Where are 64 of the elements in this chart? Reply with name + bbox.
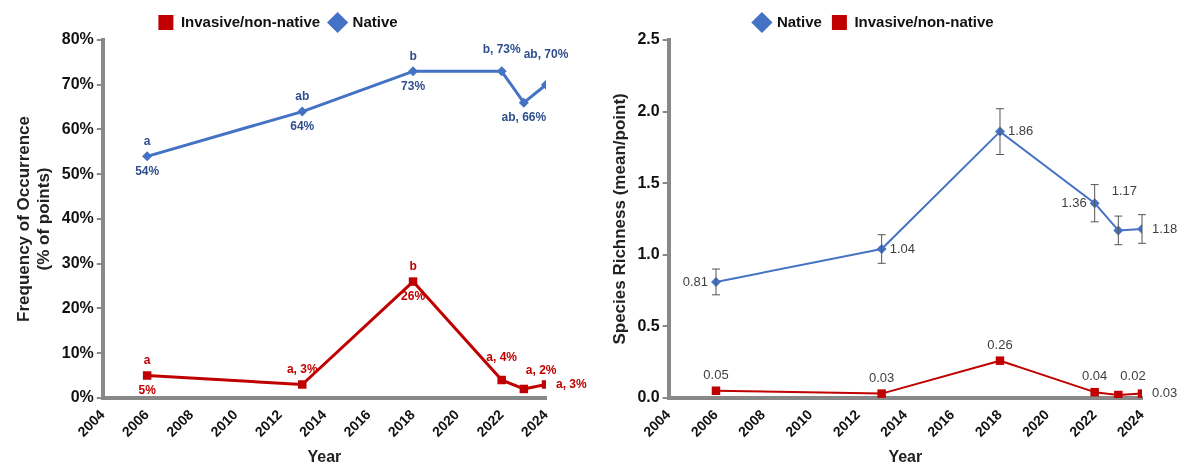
annotation: b <box>409 258 417 273</box>
data-label: 1.17 <box>1111 183 1137 199</box>
data-label: 0.02 <box>1120 368 1146 384</box>
point <box>877 389 886 398</box>
point <box>1114 390 1123 398</box>
point <box>518 97 529 108</box>
annotation: a <box>143 352 151 367</box>
data-label: 0.04 <box>1082 368 1108 384</box>
data-label: ab, 70% <box>523 47 569 62</box>
point <box>496 66 507 77</box>
annotation: b <box>409 48 417 63</box>
y-tick-label: 1.0 <box>637 245 660 263</box>
data-label: 0.03 <box>1152 385 1178 401</box>
data-label: a, 2% <box>525 363 557 378</box>
data-label: a, 4% <box>486 350 518 365</box>
y-tick-label: 0% <box>70 388 94 406</box>
y-tick-label: 2.5 <box>637 30 660 48</box>
y-axis-title: Frequency of Occurrence (% of points) <box>13 115 54 322</box>
y-tick-label: 0.0 <box>637 388 660 406</box>
data-label: 64% <box>290 118 315 133</box>
point <box>298 380 307 389</box>
y-axis-title: Species Richness (mean/point) <box>609 93 629 345</box>
y-tick-label: 1.5 <box>637 173 660 191</box>
data-label: 0.03 <box>869 369 895 385</box>
data-label: ab, 66% <box>501 109 547 124</box>
y-tick-label: 70% <box>61 75 94 93</box>
data-label: 1.04 <box>889 240 915 256</box>
data-label: 0.05 <box>703 366 729 382</box>
data-label: b, 73% <box>482 41 522 56</box>
annotation: ab <box>295 88 310 103</box>
data-label: 0.26 <box>987 336 1013 352</box>
point <box>408 277 418 286</box>
data-label: 26% <box>401 288 426 303</box>
data-label: 1.86 <box>1007 123 1034 139</box>
legend-label: Invasive/non-native <box>854 12 994 30</box>
annotation: a <box>143 133 151 148</box>
x-axis-title: Year <box>307 447 342 465</box>
y-tick-label: 80% <box>61 30 94 48</box>
y-tick-label: 50% <box>61 164 94 182</box>
data-label: 54% <box>135 163 160 178</box>
point <box>711 386 721 395</box>
point <box>297 106 308 117</box>
y-tick-label: 10% <box>61 343 94 361</box>
y-tick-label: 2.0 <box>637 101 660 119</box>
point <box>1090 387 1099 397</box>
point <box>142 151 153 162</box>
data-label: 0.81 <box>682 273 708 289</box>
x-axis-title: Year <box>888 447 923 465</box>
y-tick-label: 0.5 <box>637 316 660 334</box>
y-tick-label: 30% <box>61 254 94 272</box>
y-tick-label: 40% <box>61 209 94 227</box>
point <box>142 371 152 380</box>
point <box>497 375 506 385</box>
data-label: 1.18 <box>1152 220 1178 236</box>
point <box>995 356 1005 365</box>
legend-label: Native <box>776 12 822 30</box>
data-label: 73% <box>401 78 426 93</box>
y-tick-label: 60% <box>61 119 94 137</box>
y-tick-label: 20% <box>61 298 94 316</box>
data-label: 5% <box>138 382 157 397</box>
legend-label: Invasive/non-native <box>180 12 321 30</box>
legend-label: Native <box>352 12 398 30</box>
data-label: a, 3% <box>556 376 588 391</box>
data-label: 1.36 <box>1061 194 1087 210</box>
